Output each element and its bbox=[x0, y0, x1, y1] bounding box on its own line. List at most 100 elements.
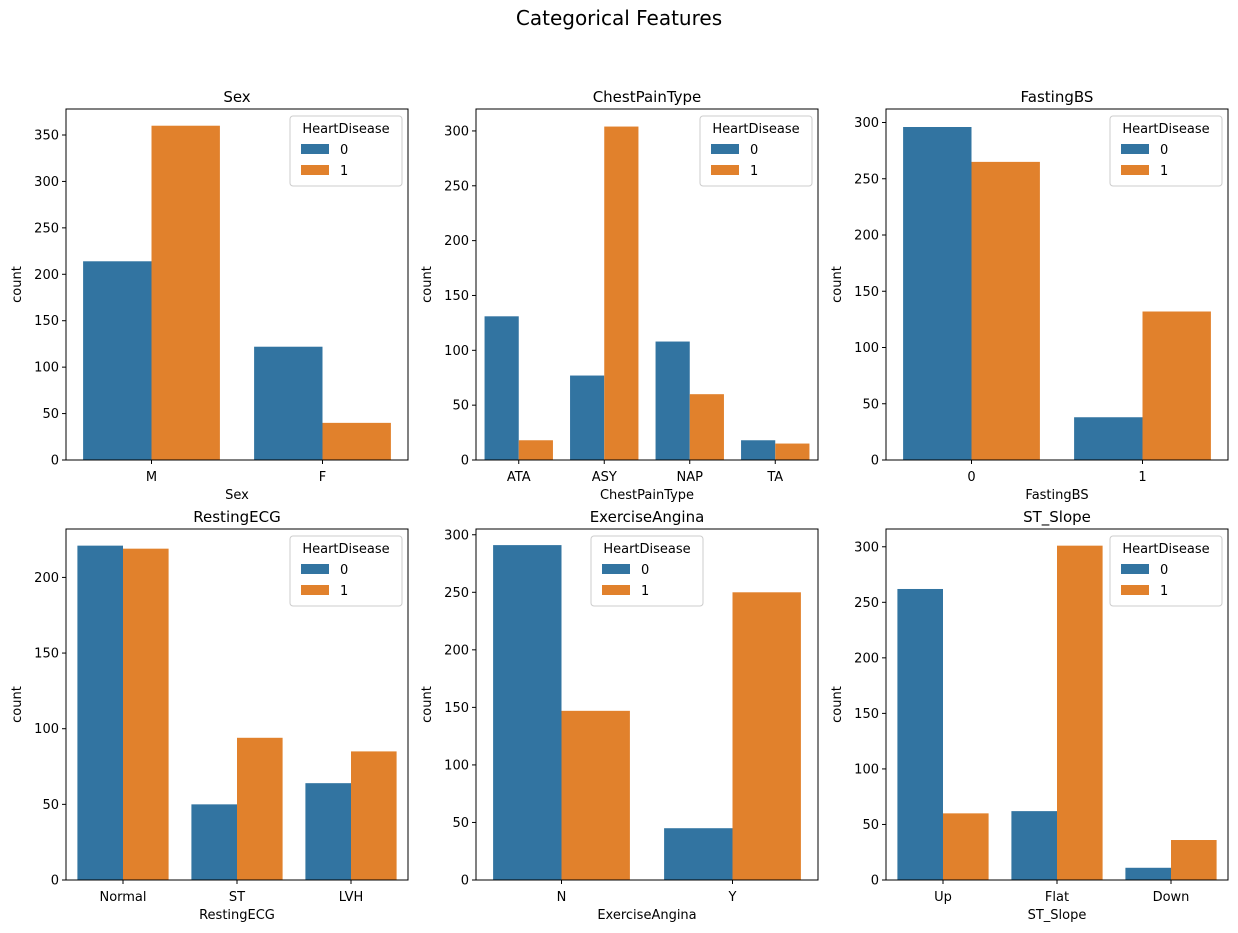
bar-asy-class-1 bbox=[604, 126, 639, 461]
legend-label-class-0: 0 bbox=[750, 143, 758, 158]
legend-swatch-class-0 bbox=[711, 144, 739, 154]
legend-swatch-class-0 bbox=[301, 564, 329, 574]
bar-flat-class-0 bbox=[1011, 811, 1057, 880]
y-tick-label: 200 bbox=[854, 651, 879, 666]
legend-swatch-class-1 bbox=[602, 585, 630, 595]
x-axis-label: ST_Slope bbox=[1028, 908, 1087, 923]
y-axis-label: count bbox=[420, 686, 435, 723]
y-tick-label: 200 bbox=[34, 268, 59, 283]
x-tick-label: N bbox=[557, 890, 567, 905]
figure-title: Categorical Features bbox=[515, 6, 723, 30]
y-tick-label: 100 bbox=[34, 722, 59, 737]
legend-label-class-0: 0 bbox=[340, 143, 348, 158]
legend: HeartDisease 0 1 bbox=[1109, 535, 1223, 607]
legend: HeartDisease 0 1 bbox=[1109, 115, 1223, 187]
axes-frame bbox=[65, 108, 409, 461]
x-tick-label: F bbox=[319, 470, 326, 485]
y-tick-label: 150 bbox=[854, 285, 879, 300]
bar-up-class-0 bbox=[897, 588, 943, 880]
x-tick-label: 0 bbox=[967, 470, 975, 485]
legend-label-class-0: 0 bbox=[1160, 563, 1168, 578]
y-tick-label: 50 bbox=[862, 397, 879, 412]
legend-swatch-class-0 bbox=[1121, 144, 1149, 154]
y-tick-label: 0 bbox=[461, 454, 469, 469]
y-tick-label: 300 bbox=[854, 116, 879, 131]
legend-title: HeartDisease bbox=[1122, 122, 1209, 137]
y-tick-label: 100 bbox=[34, 361, 59, 376]
y-tick-label: 150 bbox=[34, 647, 59, 662]
subplot-title: RestingECG bbox=[193, 508, 280, 526]
bar-lvh-class-0 bbox=[305, 783, 351, 880]
bar-1-class-0 bbox=[1074, 417, 1143, 460]
y-tick-label: 0 bbox=[51, 874, 59, 889]
y-axis-label: count bbox=[10, 686, 25, 723]
bar-down-class-1 bbox=[1171, 840, 1217, 880]
bar-normal-class-1 bbox=[123, 548, 169, 880]
bar-ata-class-0 bbox=[484, 316, 519, 460]
legend: HeartDisease 0 1 bbox=[590, 535, 704, 607]
subplot-restingecg: 0 50 100 150 200 Normal ST LVH RestingECG Resting… bbox=[10, 508, 409, 923]
subplot-chestpaintype: 0 50 100 150 200 250 300 ATA ASY NAP TA ChestPainTy… bbox=[420, 88, 819, 503]
bar-0-class-0 bbox=[903, 127, 972, 460]
x-tick-label: ATA bbox=[507, 470, 531, 485]
subplot-sex: 0 50 100 150 200 250 300 350 M F Sex Sex count HeartD… bbox=[10, 88, 409, 503]
legend-swatch-class-0 bbox=[602, 564, 630, 574]
x-tick-label: ASY bbox=[592, 470, 617, 485]
legend-title: HeartDisease bbox=[302, 122, 389, 137]
y-tick-label: 250 bbox=[854, 596, 879, 611]
y-tick-label: 50 bbox=[42, 798, 59, 813]
x-tick-label: Down bbox=[1153, 890, 1190, 905]
y-tick-label: 200 bbox=[34, 571, 59, 586]
axes-frame bbox=[885, 108, 1229, 461]
x-tick-label: Up bbox=[934, 890, 952, 905]
y-tick-label: 200 bbox=[444, 643, 469, 658]
bar-nap-class-1 bbox=[689, 394, 724, 460]
axes-frame bbox=[475, 528, 819, 881]
y-tick-label: 300 bbox=[34, 175, 59, 190]
x-tick-label: Normal bbox=[99, 890, 146, 905]
bar-0-class-1 bbox=[971, 161, 1040, 460]
y-tick-label: 100 bbox=[854, 762, 879, 777]
bar-ta-class-1 bbox=[775, 443, 810, 460]
subplot-fastingbs: 0 50 100 150 200 250 300 0 1 FastingBS FastingBS co… bbox=[830, 88, 1229, 503]
axes-frame bbox=[475, 108, 819, 461]
legend-swatch-class-1 bbox=[711, 165, 739, 175]
legend-label-class-1: 1 bbox=[750, 164, 758, 179]
bar-flat-class-1 bbox=[1057, 545, 1103, 880]
y-axis-label: count bbox=[420, 266, 435, 303]
y-tick-label: 100 bbox=[854, 341, 879, 356]
y-tick-label: 0 bbox=[871, 454, 879, 469]
legend-swatch-class-1 bbox=[1121, 165, 1149, 175]
x-axis-label: ExerciseAngina bbox=[597, 908, 696, 923]
x-axis-label: FastingBS bbox=[1025, 488, 1088, 503]
bar-st-class-1 bbox=[237, 737, 283, 880]
y-tick-label: 0 bbox=[461, 874, 469, 889]
bar-nap-class-0 bbox=[655, 341, 690, 460]
legend-swatch-class-0 bbox=[1121, 564, 1149, 574]
legend: HeartDisease 0 1 bbox=[699, 115, 813, 187]
legend: HeartDisease 0 1 bbox=[289, 535, 403, 607]
bar-down-class-0 bbox=[1125, 867, 1171, 880]
legend-label-class-1: 1 bbox=[1160, 584, 1168, 599]
subplot-title: ST_Slope bbox=[1023, 508, 1091, 527]
x-tick-label: NAP bbox=[677, 470, 704, 485]
y-tick-label: 150 bbox=[444, 701, 469, 716]
subplot-title: ExerciseAngina bbox=[590, 508, 705, 526]
legend-title: HeartDisease bbox=[712, 122, 799, 137]
bar-y-class-1 bbox=[732, 592, 801, 880]
x-tick-label: M bbox=[146, 470, 157, 485]
y-tick-label: 250 bbox=[34, 221, 59, 236]
legend-swatch-class-0 bbox=[301, 144, 329, 154]
y-tick-label: 200 bbox=[854, 229, 879, 244]
bar-1-class-1 bbox=[1142, 311, 1211, 460]
bar-m-class-0 bbox=[83, 261, 152, 460]
bar-f-class-1 bbox=[322, 422, 391, 460]
subplot-title: FastingBS bbox=[1021, 88, 1094, 106]
x-axis-label: Sex bbox=[225, 488, 249, 503]
subplot-title: Sex bbox=[223, 88, 250, 106]
y-tick-label: 50 bbox=[862, 818, 879, 833]
x-tick-label: LVH bbox=[339, 890, 363, 905]
legend-title: HeartDisease bbox=[302, 542, 389, 557]
y-tick-label: 250 bbox=[444, 586, 469, 601]
